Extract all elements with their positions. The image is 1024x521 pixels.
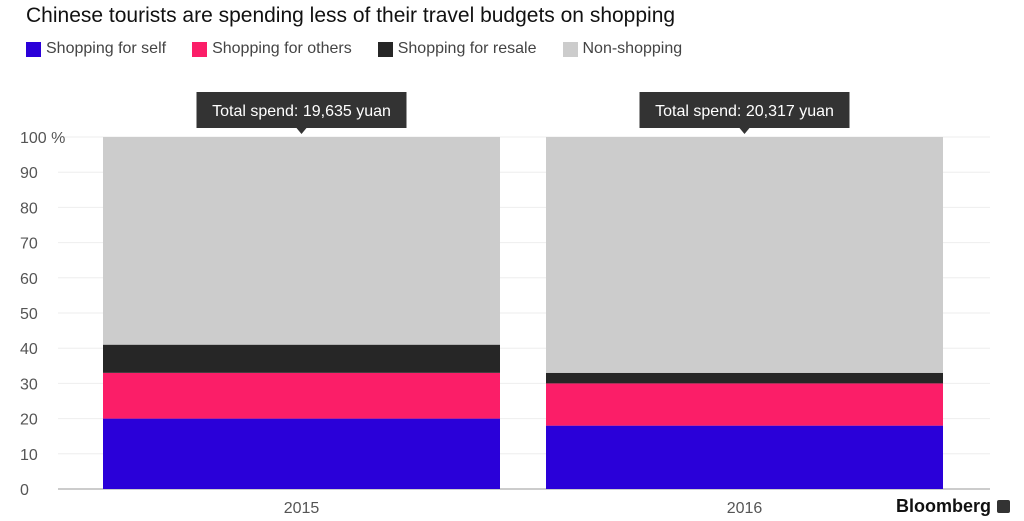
bar-segment [103, 372, 500, 419]
x-tick-label: 2016 [727, 500, 763, 517]
legend-label: Shopping for self [46, 40, 167, 57]
source-label: Bloomberg [895, 496, 991, 516]
legend-item: Shopping for others [192, 40, 352, 58]
bar-segment [546, 372, 943, 384]
legend-label: Shopping for others [212, 40, 352, 57]
bar-segment [103, 344, 500, 373]
y-tick-label: 50 [20, 306, 38, 323]
annotation-box [196, 92, 407, 128]
legend-item: Non-shopping [562, 40, 683, 58]
annotation-label: Total spend: 20,317 yuan [655, 103, 834, 120]
legend-label: Non-shopping [582, 40, 683, 57]
legend-item: Shopping for self [26, 40, 166, 58]
y-tick-label: 30 [20, 376, 38, 393]
y-tick-label: 60 [20, 271, 38, 288]
bloomberg-icon [997, 500, 1010, 513]
annotation-pointer [739, 128, 750, 134]
bloomberg-logo: Bloomberg [896, 496, 1010, 517]
legend-item: Shopping for resale [377, 40, 537, 58]
y-tick-label: 10 [20, 447, 38, 464]
y-tick-label: 20 [20, 412, 38, 429]
bar-segment [546, 383, 943, 426]
y-tick-label: 40 [20, 341, 38, 358]
y-tick-label: 70 [20, 236, 38, 253]
annotation-box [639, 92, 850, 128]
y-tick-label: 100 % [20, 130, 65, 147]
bar-segment [103, 137, 500, 345]
bar-segment [103, 418, 500, 489]
chart-title: Chinese tourists are spending less of th… [26, 4, 676, 27]
annotation-pointer [296, 128, 307, 134]
legend-swatch [192, 41, 208, 57]
y-tick-label: 0 [20, 482, 29, 499]
y-tick-label: 90 [20, 165, 38, 182]
bar-segment [546, 425, 943, 489]
legend-label: Shopping for resale [397, 40, 537, 57]
annotation-label: Total spend: 19,635 yuan [212, 103, 391, 120]
legend-swatch [26, 41, 41, 57]
legend-swatch [562, 41, 578, 57]
x-tick-label: 2015 [284, 500, 320, 517]
legend: Shopping for self Shopping for others Shop… [26, 40, 682, 58]
y-tick-label: 80 [20, 200, 38, 217]
bar-segment [546, 137, 943, 373]
legend-swatch [377, 41, 393, 57]
